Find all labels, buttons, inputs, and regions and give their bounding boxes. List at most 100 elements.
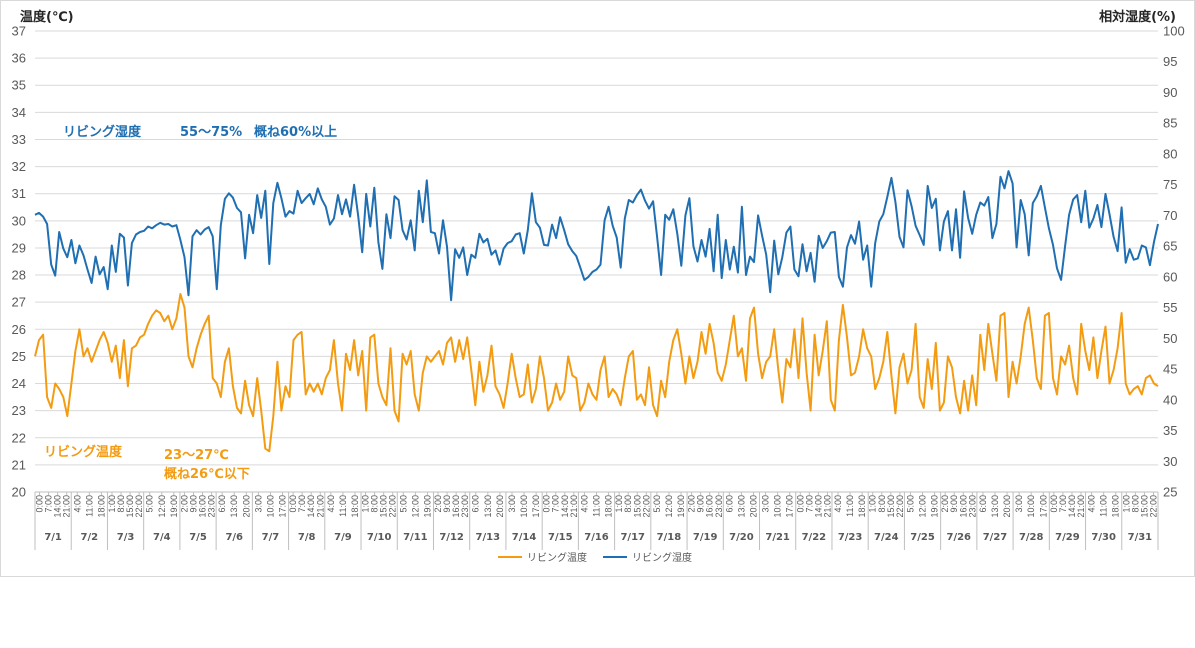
temperature-series-line xyxy=(34,293,1159,453)
time-tick-label: 0:00 xyxy=(1049,495,1059,513)
day-label: 7/8 xyxy=(298,532,316,543)
left-y-axis: 20 21 22 23 24 25 26 27 28 29 30 31 32 33 34 35 36 37 xyxy=(12,24,26,500)
right-tick-label: 85 xyxy=(1163,116,1177,131)
time-tick-label: 11:00 xyxy=(592,495,602,517)
day-label: 7/9 xyxy=(334,532,352,543)
time-tick-label: 0:00 xyxy=(35,495,45,513)
time-tick-label: 23:00 xyxy=(207,495,217,518)
humidity-annotation-note: 概ね60%以上 xyxy=(254,124,337,140)
time-tick-label: 17:00 xyxy=(278,495,288,518)
right-tick-label: 60 xyxy=(1163,269,1177,284)
day-label: 7/10 xyxy=(367,532,392,543)
time-tick-label: 8:00 xyxy=(623,495,633,513)
time-tick-label: 20:00 xyxy=(1002,495,1012,518)
left-tick-label: 26 xyxy=(12,322,26,337)
time-tick-label: 1:00 xyxy=(107,495,117,513)
day-label: 7/23 xyxy=(838,532,863,543)
right-tick-label: 65 xyxy=(1163,239,1177,254)
right-y-axis: 25 30 35 40 45 50 55 60 65 70 75 80 85 90 95 100 xyxy=(1163,24,1185,500)
time-tick-label: 5:00 xyxy=(905,495,915,513)
time-tick-label: 19:00 xyxy=(422,495,432,518)
day-label: 7/5 xyxy=(189,532,207,543)
left-tick-label: 37 xyxy=(12,24,26,39)
left-tick-label: 20 xyxy=(12,485,26,500)
time-tick-label: 22:00 xyxy=(1148,495,1158,518)
time-tick-label: 15:00 xyxy=(886,495,896,518)
day-label: 7/17 xyxy=(620,532,645,543)
day-label: 7/13 xyxy=(476,532,501,543)
right-tick-label: 40 xyxy=(1163,392,1177,407)
time-tick-label: 5:00 xyxy=(398,495,408,513)
time-tick-label: 9:00 xyxy=(949,495,959,513)
time-tick-label: 3:00 xyxy=(761,495,771,513)
time-tick-label: 0:00 xyxy=(795,495,805,513)
time-tick-label: 1:00 xyxy=(614,495,624,513)
time-tick-label: 7:00 xyxy=(1058,495,1068,513)
time-tick-label: 15:00 xyxy=(632,495,642,518)
left-axis-title: 温度(℃) xyxy=(20,9,74,25)
time-tick-label: 11:00 xyxy=(845,495,855,517)
day-label: 7/16 xyxy=(584,532,609,543)
time-tick-label: 19:00 xyxy=(930,495,940,518)
series-layer xyxy=(34,170,1159,453)
right-tick-label: 75 xyxy=(1163,177,1177,192)
day-label: 7/21 xyxy=(765,532,790,543)
right-tick-label: 70 xyxy=(1163,208,1177,223)
time-tick-label: 10:00 xyxy=(519,495,529,518)
time-tick-label: 16:00 xyxy=(958,495,968,518)
left-tick-label: 33 xyxy=(12,132,26,147)
left-tick-label: 23 xyxy=(12,403,26,418)
time-tick-label: 6:00 xyxy=(471,495,481,513)
day-label: 7/1 xyxy=(44,532,62,543)
time-tick-label: 9:00 xyxy=(442,495,452,513)
time-tick-label: 23:00 xyxy=(967,495,977,518)
day-label: 7/31 xyxy=(1128,532,1153,543)
left-tick-label: 29 xyxy=(12,240,26,255)
day-label: 7/20 xyxy=(729,532,754,543)
time-tick-label: 22:00 xyxy=(388,495,398,518)
humidity-annotation-range: 55～75% xyxy=(180,125,242,140)
time-tick-label: 17:00 xyxy=(1038,495,1048,518)
time-tick-label: 15:00 xyxy=(379,495,389,518)
time-tick-label: 16:00 xyxy=(705,495,715,518)
time-tick-label: 7:00 xyxy=(804,495,814,513)
time-tick-label: 20:00 xyxy=(495,495,505,518)
time-tick-label: 17:00 xyxy=(531,495,541,518)
time-tick-label: 7:00 xyxy=(551,495,561,513)
time-tick-label: 14:00 xyxy=(53,495,63,518)
time-tick-label: 4:00 xyxy=(326,495,336,513)
left-tick-label: 32 xyxy=(12,159,26,174)
day-label: 7/2 xyxy=(81,532,99,543)
time-tick-label: 6:00 xyxy=(217,495,227,513)
right-tick-label: 45 xyxy=(1163,362,1177,377)
time-tick-label: 10:00 xyxy=(1026,495,1036,518)
temp-annotation-note: 概ね26℃以下 xyxy=(164,466,250,482)
time-tick-label: 3:00 xyxy=(253,495,263,513)
right-tick-label: 35 xyxy=(1163,423,1177,438)
time-tick-label: 8:00 xyxy=(116,495,126,513)
left-tick-label: 36 xyxy=(12,51,26,66)
temp-annotation-range: 23～27℃ xyxy=(164,448,229,463)
time-tick-label: 8:00 xyxy=(1130,495,1140,513)
time-tick-label: 5:00 xyxy=(145,495,155,513)
time-tick-label: 21:00 xyxy=(62,495,72,518)
x-axis: 7/10:00 7:00 14:00 21:007/24:00 11:00 18:007/… xyxy=(34,491,1159,550)
time-tick-label: 3:00 xyxy=(1014,495,1024,513)
time-tick-label: 4:00 xyxy=(1087,495,1097,513)
day-label: 7/7 xyxy=(262,532,280,543)
day-label: 7/28 xyxy=(1019,532,1044,543)
left-tick-label: 22 xyxy=(12,430,26,445)
time-tick-label: 11:00 xyxy=(1099,495,1109,517)
time-tick-label: 1:00 xyxy=(1121,495,1131,513)
time-tick-label: 18:00 xyxy=(1111,495,1121,518)
time-tick-label: 9:00 xyxy=(188,495,198,513)
time-tick-label: 21:00 xyxy=(569,495,579,518)
time-tick-label: 14:00 xyxy=(813,495,823,518)
day-label: 7/30 xyxy=(1091,532,1116,543)
time-tick-label: 18:00 xyxy=(604,495,614,518)
chart-frame xyxy=(0,0,1195,577)
left-tick-label: 31 xyxy=(12,186,26,201)
left-tick-label: 27 xyxy=(12,295,26,310)
right-tick-label: 95 xyxy=(1163,54,1177,69)
